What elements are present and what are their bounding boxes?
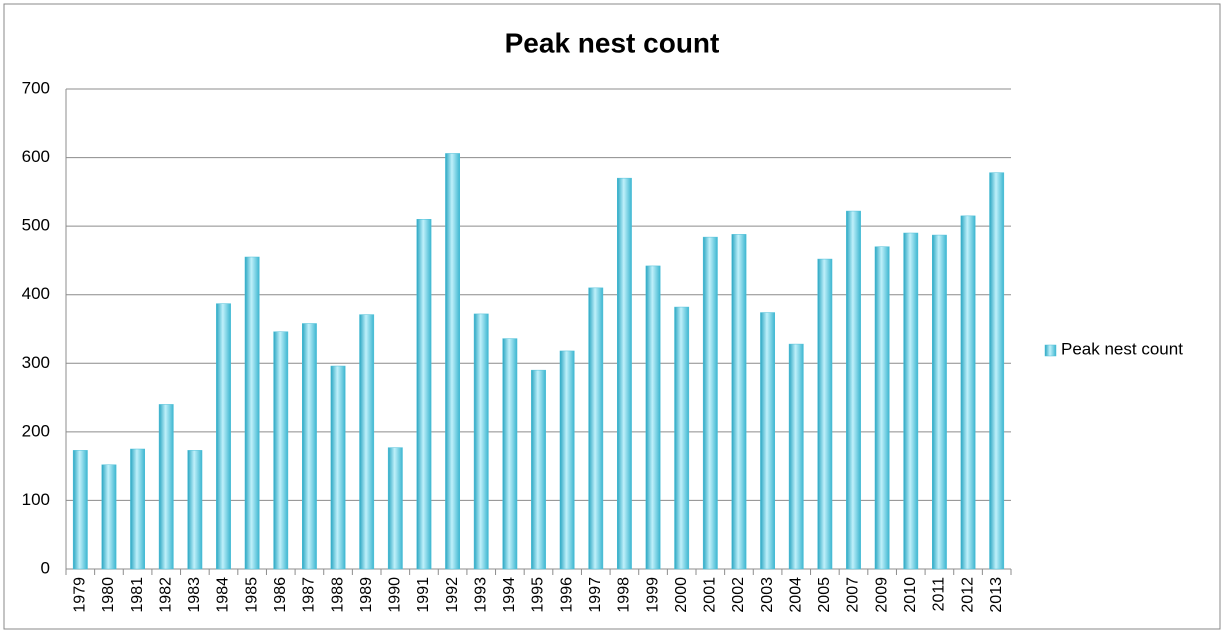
chart-title: Peak nest count	[505, 27, 720, 58]
x-tick-label: 2001	[702, 577, 719, 613]
x-tick-label: 2005	[816, 577, 833, 613]
y-tick-label: 100	[22, 490, 50, 509]
x-tick-label: 2003	[759, 577, 776, 613]
y-tick-label: 500	[22, 216, 50, 235]
bar	[846, 210, 861, 570]
bar	[502, 338, 518, 570]
x-tick-label: 1984	[215, 577, 232, 613]
bar	[216, 303, 231, 570]
bar	[874, 246, 890, 570]
bar	[617, 177, 632, 570]
bar	[244, 256, 260, 570]
x-tick-label: 1985	[243, 577, 260, 613]
x-tick-label: 1979	[72, 577, 89, 613]
y-tick-label: 400	[22, 284, 50, 303]
bar	[273, 331, 289, 570]
bar	[473, 313, 489, 570]
bar	[960, 215, 976, 570]
bar	[932, 234, 947, 570]
x-tick-label: 1991	[415, 577, 432, 613]
legend-marker	[1044, 344, 1057, 357]
bar	[158, 404, 174, 570]
x-tick-label: 2010	[902, 577, 919, 613]
x-tick-label: 1994	[501, 577, 518, 613]
bar	[359, 314, 375, 570]
y-tick-label: 0	[41, 558, 50, 577]
x-tick-label: 2002	[730, 577, 747, 613]
bar	[302, 323, 317, 570]
y-tick-label: 600	[22, 147, 50, 166]
bar	[187, 450, 203, 570]
x-tick-label: 1989	[358, 577, 375, 613]
x-tick-label: 2004	[787, 577, 804, 613]
x-tick-label: 1999	[644, 577, 661, 613]
bar	[559, 350, 575, 570]
y-tick-label: 200	[22, 421, 50, 440]
x-tick-label: 2000	[673, 577, 690, 613]
x-tick-label: 1982	[157, 577, 174, 613]
bar	[674, 306, 690, 570]
x-tick-label: 1990	[387, 577, 404, 613]
x-tick-label: 1997	[587, 577, 604, 613]
bar	[330, 365, 346, 570]
bar	[989, 172, 1005, 570]
x-tick-label: 1983	[186, 577, 203, 613]
x-tick-label: 2011	[931, 577, 948, 612]
bar	[387, 447, 403, 570]
bar	[702, 236, 718, 570]
x-tick-label: 1995	[530, 577, 547, 613]
bar	[72, 450, 88, 570]
bar	[817, 258, 833, 570]
x-tick-label: 1998	[616, 577, 633, 613]
x-tick-label: 1988	[329, 577, 346, 613]
bar	[760, 312, 776, 570]
bar	[416, 219, 432, 570]
x-tick-label: 1980	[100, 577, 117, 613]
y-tick-label: 700	[22, 78, 50, 97]
legend-label: Peak nest count	[1061, 339, 1183, 358]
bar	[531, 369, 546, 570]
bar	[788, 343, 804, 570]
bar	[445, 153, 461, 570]
chart-border	[3, 3, 1221, 630]
bar	[731, 234, 747, 570]
x-tick-label: 1981	[129, 577, 146, 613]
x-tick-label: 2012	[959, 577, 976, 613]
x-tick-label: 1987	[301, 577, 318, 613]
bar	[101, 464, 117, 570]
x-tick-label: 2013	[988, 577, 1005, 613]
x-tick-label: 1993	[472, 577, 489, 613]
x-tick-label: 1992	[444, 577, 461, 613]
x-tick-label: 1996	[558, 577, 575, 613]
x-tick-label: 2007	[845, 577, 862, 613]
bar	[588, 287, 604, 570]
y-tick-label: 300	[22, 353, 50, 372]
bar	[903, 232, 919, 570]
x-tick-label: 2009	[873, 577, 890, 613]
bar	[645, 265, 661, 570]
bar	[130, 448, 146, 570]
x-tick-label: 1986	[272, 577, 289, 613]
